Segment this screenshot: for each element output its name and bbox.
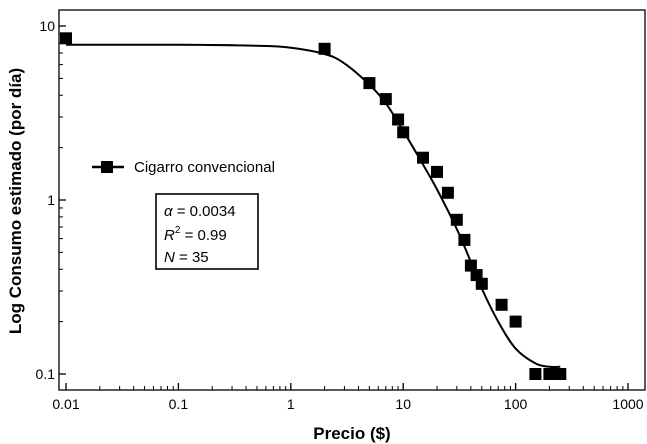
data-point: [431, 165, 443, 178]
legend-label: Cigarro convencional: [134, 159, 275, 176]
fit-curve-layer: [65, 43, 561, 369]
stats-alpha-line: α = 0.0034: [164, 203, 236, 220]
x-tick-label: 100: [504, 396, 528, 412]
stats-n-line: N = 35: [164, 249, 209, 266]
legend-marker-swatch: [101, 161, 113, 173]
data-points-layer: [60, 32, 567, 380]
x-axis-title: Precio ($): [313, 424, 390, 443]
x-tick-label: 1: [287, 396, 295, 412]
alpha-value: = 0.0034: [173, 203, 236, 220]
n-symbol: N: [164, 249, 175, 266]
data-point: [379, 93, 392, 106]
data-point: [529, 368, 542, 380]
data-point: [464, 259, 477, 272]
y-axis-title: Log Consumo estimado (por día): [6, 68, 25, 334]
y-tick-label: 10: [39, 18, 55, 34]
r-value: = 0.99: [180, 227, 226, 244]
data-point: [397, 126, 410, 139]
x-ticks-layer: 0.01 0.1 1 10 100 1000: [52, 383, 644, 412]
data-point: [60, 32, 72, 45]
r-symbol: R: [164, 227, 175, 244]
stats-box: α = 0.0034 R2 = 0.99 N = 35: [155, 193, 259, 270]
x-tick-label: 0.01: [52, 396, 79, 412]
n-value: = 35: [175, 249, 209, 266]
r-superscript: 2: [175, 225, 181, 236]
stats-box-frame: [155, 193, 259, 270]
data-point: [450, 213, 463, 226]
data-point: [554, 368, 567, 380]
data-point: [458, 233, 471, 246]
x-tick-label: 1000: [612, 396, 643, 412]
x-tick-label: 0.1: [169, 396, 189, 412]
data-point: [392, 113, 405, 126]
legend: Cigarro convencional: [92, 159, 275, 176]
data-point: [363, 77, 376, 90]
data-point: [417, 151, 429, 164]
data-point: [441, 186, 454, 199]
data-point: [495, 298, 508, 311]
y-tick-label: 0.1: [36, 366, 56, 382]
data-point: [509, 315, 522, 328]
plot-frame: [58, 9, 646, 391]
alpha-symbol: α: [164, 203, 173, 220]
y-ticks-layer: 0.1 1 10: [36, 18, 66, 382]
y-tick-label: 1: [47, 192, 55, 208]
fit-curve-line: [65, 43, 561, 369]
data-point: [475, 277, 488, 290]
data-point: [543, 368, 556, 380]
x-tick-label: 10: [395, 396, 411, 412]
data-point: [318, 42, 331, 55]
stats-r2-line: R2 = 0.99: [164, 225, 227, 244]
